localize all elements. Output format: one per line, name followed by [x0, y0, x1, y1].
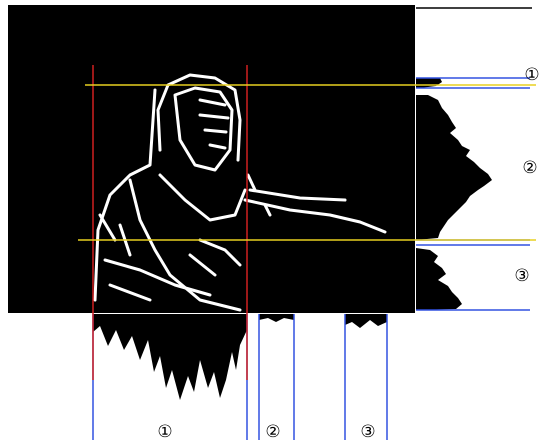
page: ① ② ③ ① ② ③ (() => { const data = JSON.p…	[0, 0, 540, 446]
right-histogram	[416, 248, 462, 310]
bottom-histogram	[345, 314, 387, 328]
bottom-histogram	[259, 314, 294, 322]
right-histogram	[416, 78, 492, 240]
bottom-histogram	[93, 314, 247, 400]
segment-label: ③	[360, 422, 375, 442]
segment-label: ①	[524, 65, 539, 85]
segment-label: ②	[265, 422, 280, 442]
projection-diagram: ① ② ③ ① ② ③	[0, 0, 540, 446]
binary-image	[8, 5, 415, 313]
segment-label: ③	[514, 266, 529, 286]
segment-label: ①	[157, 422, 172, 442]
segment-label: ②	[522, 158, 537, 178]
